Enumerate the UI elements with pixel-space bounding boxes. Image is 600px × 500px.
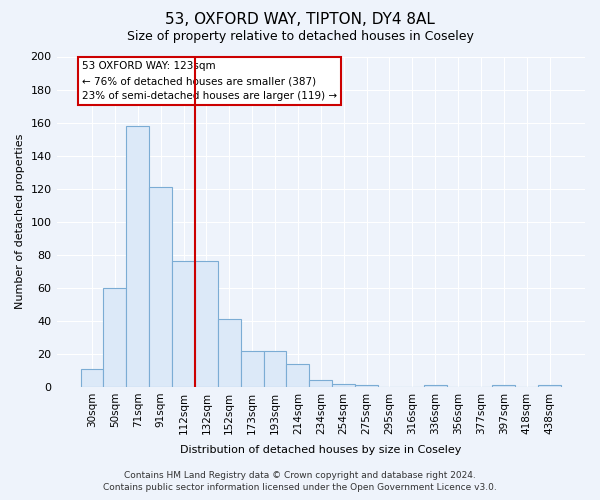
Bar xyxy=(493,386,515,387)
Text: 53 OXFORD WAY: 123sqm
← 76% of detached houses are smaller (387)
23% of semi-det: 53 OXFORD WAY: 123sqm ← 76% of detached … xyxy=(82,62,337,101)
Bar xyxy=(80,368,103,387)
Bar xyxy=(127,126,149,387)
Bar xyxy=(241,350,263,387)
X-axis label: Distribution of detached houses by size in Coseley: Distribution of detached houses by size … xyxy=(180,445,461,455)
Bar xyxy=(538,386,561,387)
Bar xyxy=(218,319,241,387)
Bar xyxy=(332,384,355,387)
Bar xyxy=(149,187,172,387)
Bar xyxy=(172,262,195,387)
Bar xyxy=(263,350,286,387)
Text: Size of property relative to detached houses in Coseley: Size of property relative to detached ho… xyxy=(127,30,473,43)
Bar xyxy=(195,262,218,387)
Bar xyxy=(103,288,127,387)
Bar xyxy=(310,380,332,387)
Bar xyxy=(355,386,378,387)
Text: Contains HM Land Registry data © Crown copyright and database right 2024.
Contai: Contains HM Land Registry data © Crown c… xyxy=(103,471,497,492)
Text: 53, OXFORD WAY, TIPTON, DY4 8AL: 53, OXFORD WAY, TIPTON, DY4 8AL xyxy=(165,12,435,28)
Y-axis label: Number of detached properties: Number of detached properties xyxy=(15,134,25,310)
Bar xyxy=(424,386,446,387)
Bar xyxy=(286,364,310,387)
